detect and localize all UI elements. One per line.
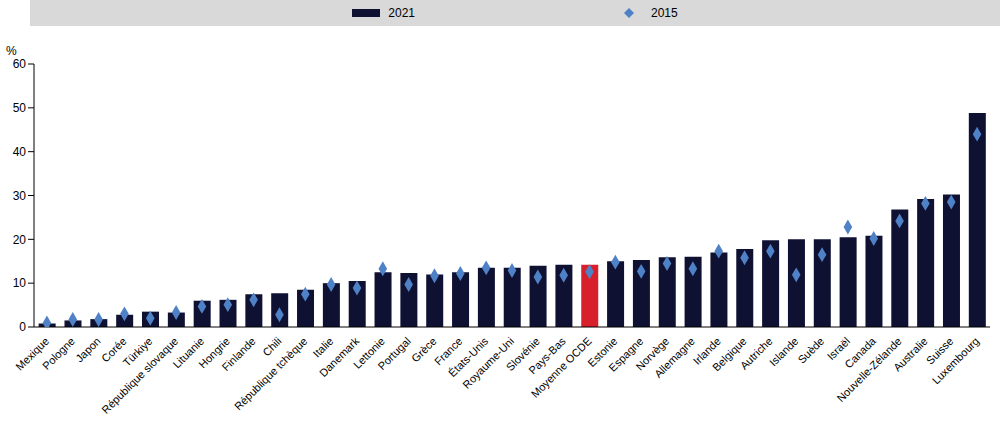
svg-text:Islande: Islande (767, 335, 801, 369)
svg-text:Lettonie: Lettonie (350, 334, 388, 371)
svg-text:50: 50 (13, 101, 27, 115)
svg-text:Israël: Israël (824, 334, 853, 363)
svg-text:France: France (431, 334, 465, 368)
svg-text:Japon: Japon (73, 335, 103, 365)
svg-text:Danemark: Danemark (317, 334, 362, 379)
svg-text:30: 30 (13, 189, 27, 203)
svg-text:Pays-Bas: Pays-Bas (526, 334, 568, 377)
svg-text:Suisse: Suisse (923, 334, 956, 367)
svg-text:40: 40 (13, 145, 27, 159)
svg-text:Canada: Canada (842, 334, 878, 371)
svg-text:10: 10 (13, 276, 27, 290)
svg-text:Moyenne OCDE: Moyenne OCDE (529, 335, 594, 400)
svg-text:Pologne: Pologne (40, 335, 77, 372)
svg-text:Luxembourg: Luxembourg (930, 335, 982, 387)
svg-text:Estonie: Estonie (585, 334, 620, 370)
svg-text:Espagne: Espagne (606, 334, 646, 374)
svg-text:Finlande: Finlande (220, 335, 258, 373)
svg-text:0: 0 (19, 320, 26, 334)
svg-text:Italie: Italie (310, 334, 336, 360)
svg-text:Lituanie: Lituanie (170, 334, 207, 371)
svg-text:Nouvelle-Zélande: Nouvelle-Zélande (834, 335, 903, 404)
svg-text:Grèce: Grèce (409, 334, 439, 365)
svg-text:Türkiye: Türkiye (120, 334, 155, 369)
html-text:2015: 2015 (651, 6, 678, 20)
svg-text:Royaume-Uni: Royaume-Uni (460, 334, 517, 391)
svg-text:Autriche: Autriche (738, 335, 775, 372)
html-text:2021: 2021 (388, 6, 415, 20)
svg-text:Mexique: Mexique (13, 334, 52, 373)
svg-text:60: 60 (13, 57, 27, 71)
svg-text:Chili: Chili (260, 334, 284, 359)
svg-text:Portugal: Portugal (375, 335, 412, 372)
svg-text:Belgique: Belgique (710, 334, 749, 374)
svg-text:Allemagne: Allemagne (652, 335, 697, 380)
svg-text:Suède: Suède (795, 335, 826, 366)
svg-text:États-Unis: États-Unis (446, 334, 491, 380)
svg-text:Norvège: Norvège (633, 334, 672, 373)
svg-text:République tchèque: République tchèque (232, 335, 310, 413)
svg-text:Hongrie: Hongrie (196, 334, 232, 371)
svg-text:Slovénie: Slovénie (503, 334, 543, 374)
svg-text:Corée: Corée (99, 334, 129, 365)
svg-text:Australie: Australie (891, 335, 930, 374)
svg-text:Irlande: Irlande (690, 334, 723, 367)
svg-text:20: 20 (13, 233, 27, 247)
svg-text:République slovaque: République slovaque (99, 335, 180, 416)
